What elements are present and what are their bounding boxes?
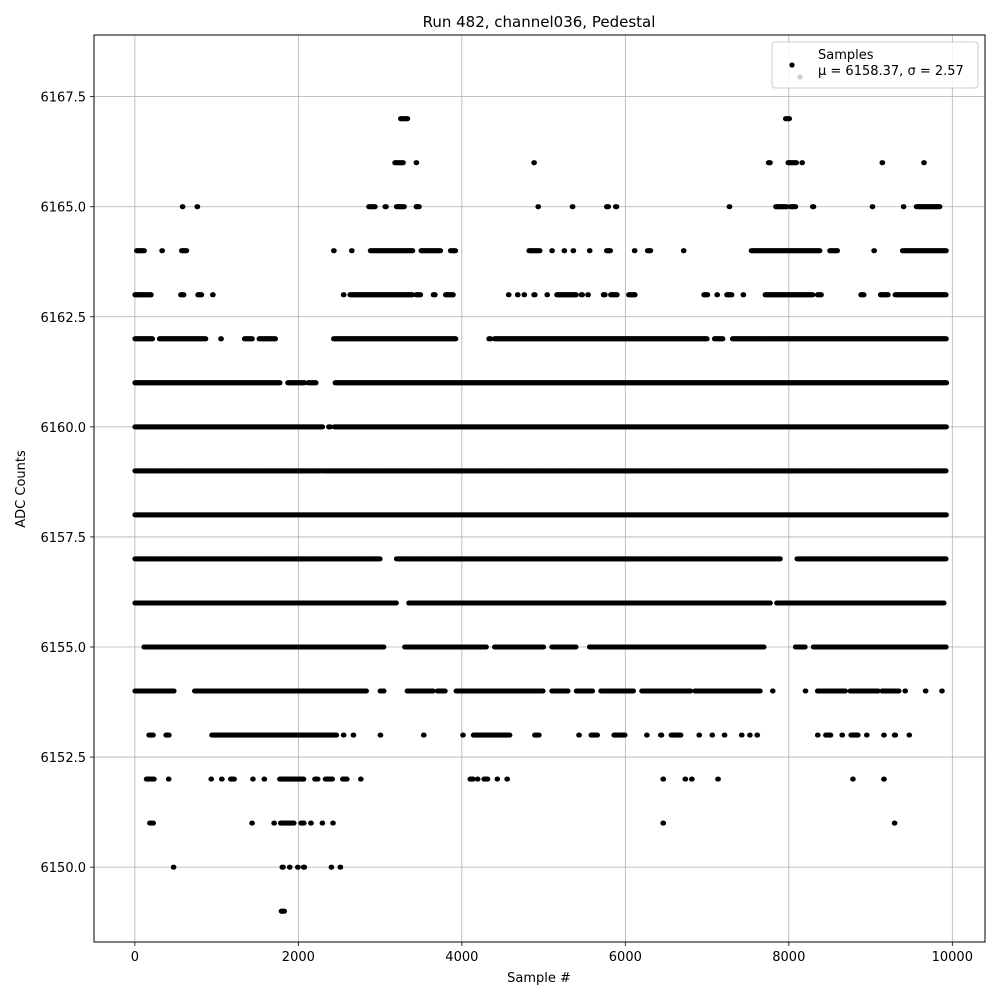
data-points	[132, 116, 950, 914]
scatter-point	[401, 204, 407, 210]
scatter-point	[522, 292, 528, 298]
scatter-point	[195, 204, 201, 210]
scatter-point	[210, 292, 216, 298]
scatter-point	[715, 292, 720, 298]
scatter-point	[810, 292, 816, 298]
scatter-point	[861, 292, 867, 298]
scatter-point	[249, 336, 255, 342]
scatter-point	[943, 336, 949, 342]
scatter-point	[570, 204, 576, 210]
scatter-point	[800, 160, 805, 166]
scatter-point	[218, 336, 224, 342]
scatter-point	[453, 336, 459, 342]
scatter-point	[794, 160, 799, 166]
scatter-point	[817, 248, 823, 254]
scatter-point	[648, 248, 654, 254]
scatter-point	[632, 292, 638, 298]
scatter-point	[203, 336, 209, 342]
scatter-point	[320, 424, 326, 430]
scatter-point	[545, 292, 550, 298]
scatter-point	[587, 248, 593, 254]
scatter-point	[943, 424, 949, 430]
scatter-point	[331, 248, 337, 254]
scatter-point	[184, 248, 190, 254]
scatter-point	[148, 292, 154, 298]
scatter-point	[632, 248, 638, 254]
scatter-point	[870, 204, 876, 210]
scatter-point	[515, 292, 521, 298]
scatter-point	[150, 336, 155, 342]
scatter-point	[414, 160, 420, 166]
scatter-point	[405, 116, 411, 122]
scatter-point	[180, 204, 186, 210]
scatter-point	[943, 292, 949, 298]
scatter-point	[199, 292, 205, 298]
scatter-point	[720, 336, 726, 342]
scatter-point	[313, 380, 319, 386]
scatter-point	[383, 204, 389, 210]
scatter-point	[872, 248, 877, 254]
scatter-point	[410, 292, 416, 298]
scatter-point	[921, 160, 927, 166]
scatter-point	[531, 160, 537, 166]
scatter-point	[608, 248, 613, 254]
scatter-point	[767, 160, 773, 166]
scatter-point	[277, 380, 283, 386]
scatter-point	[937, 204, 943, 210]
scatter-point	[614, 204, 620, 210]
scatter-point	[880, 160, 886, 166]
scatter-point	[506, 292, 512, 298]
scatter-point	[793, 204, 799, 210]
scatter-point	[602, 292, 608, 298]
scatter-point	[705, 292, 711, 298]
scatter-point	[944, 380, 950, 386]
scatter-point	[410, 248, 416, 254]
scatter-point	[453, 248, 459, 254]
scatter-point	[372, 204, 378, 210]
scatter-point	[160, 248, 165, 254]
scatter-point	[818, 292, 824, 298]
scatter-point	[835, 248, 840, 254]
scatter-point	[811, 204, 817, 210]
scatter-point	[537, 248, 543, 254]
scatter-point	[885, 292, 891, 298]
scatter-point	[614, 292, 620, 298]
scatter-point	[416, 204, 422, 210]
scatter-point	[418, 292, 424, 298]
scatter-point	[784, 204, 790, 210]
scatter-point	[141, 248, 147, 254]
chart-title: Run 482, channel036, Pedestal	[423, 13, 656, 31]
scatter-point	[681, 248, 687, 254]
scatter-point	[943, 248, 949, 254]
scatter-point	[549, 248, 555, 254]
scatter-point	[432, 292, 438, 298]
scatter-point	[341, 292, 347, 298]
scatter-point	[562, 248, 568, 254]
scatter-point	[349, 248, 355, 254]
scatter-point	[729, 292, 735, 298]
scatter-point	[741, 292, 747, 298]
scatter-point	[450, 292, 456, 298]
scatter-point	[273, 336, 278, 342]
scatter-point	[181, 292, 187, 298]
scatter-point	[727, 204, 733, 210]
scatter-point	[787, 116, 792, 122]
scatter-point	[580, 292, 585, 298]
scatter-point	[573, 292, 579, 298]
scatter-point	[571, 248, 577, 254]
scatter-point	[585, 292, 591, 298]
scatter-point	[901, 204, 907, 210]
scatter-point	[606, 204, 611, 210]
scatter-point	[704, 336, 710, 342]
scatter-point	[400, 160, 406, 166]
scatter-point	[536, 204, 541, 210]
scatter-point	[532, 292, 538, 298]
scatter-point	[438, 248, 444, 254]
